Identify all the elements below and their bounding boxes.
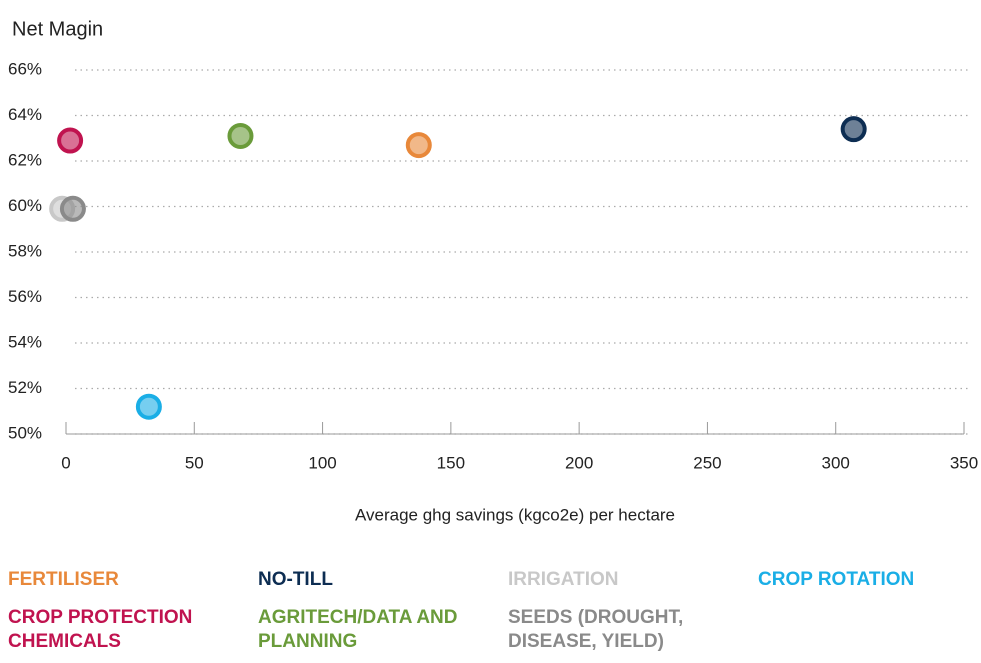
- x-tick-label: 300: [822, 453, 850, 472]
- x-tick-label: 200: [565, 453, 593, 472]
- legend-entry: NO-TILL: [258, 569, 333, 590]
- point: [405, 132, 432, 159]
- chart: Net Magin Average ghg savings (kgco2e) p…: [8, 18, 978, 524]
- point: [59, 195, 86, 222]
- legend-entry: IRRIGATION: [508, 569, 619, 590]
- y-tick-label: 66%: [8, 59, 42, 78]
- x-tick-label: 150: [437, 453, 465, 472]
- y-tick-label: 62%: [8, 150, 42, 169]
- legend-entry: CROP ROTATION: [758, 569, 915, 590]
- x-axis-label: Average ghg savings (kgco2e) per hectare: [355, 505, 675, 524]
- x-tick-label: 100: [308, 453, 336, 472]
- x-tick-label: 250: [693, 453, 721, 472]
- y-tick-label: 56%: [8, 287, 42, 306]
- chart-title: Net Magin: [12, 18, 103, 40]
- point: [227, 122, 254, 149]
- y-tick-label: 50%: [8, 423, 42, 442]
- point: [840, 116, 867, 143]
- legend: FERTILISER NO-TILL IRRIGATION CROP ROTATION…: [8, 568, 978, 654]
- legend-entry: FERTILISER: [8, 569, 119, 590]
- point: [57, 127, 84, 154]
- x-tick-label: 0: [61, 453, 70, 472]
- legend-entry: SEEDS (DROUGHT, DISEASE, YIELD): [508, 607, 684, 652]
- y-tick-label: 58%: [8, 241, 42, 260]
- y-tick-label: 60%: [8, 196, 42, 215]
- point: [135, 393, 162, 420]
- y-tick-label: 52%: [8, 378, 42, 397]
- x-tick-label: 350: [950, 453, 978, 472]
- y-tick-label: 64%: [8, 105, 42, 124]
- y-tick-label: 54%: [8, 332, 42, 351]
- legend-entry: CROP PROTECTION CHEMICALS: [8, 607, 193, 652]
- x-tick-label: 50: [185, 453, 204, 472]
- legend-entry: AGRITECH/DATA AND PLANNING: [258, 607, 458, 652]
